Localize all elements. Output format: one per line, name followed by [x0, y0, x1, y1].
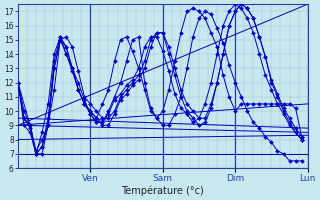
- X-axis label: Température (°c): Température (°c): [121, 185, 204, 196]
